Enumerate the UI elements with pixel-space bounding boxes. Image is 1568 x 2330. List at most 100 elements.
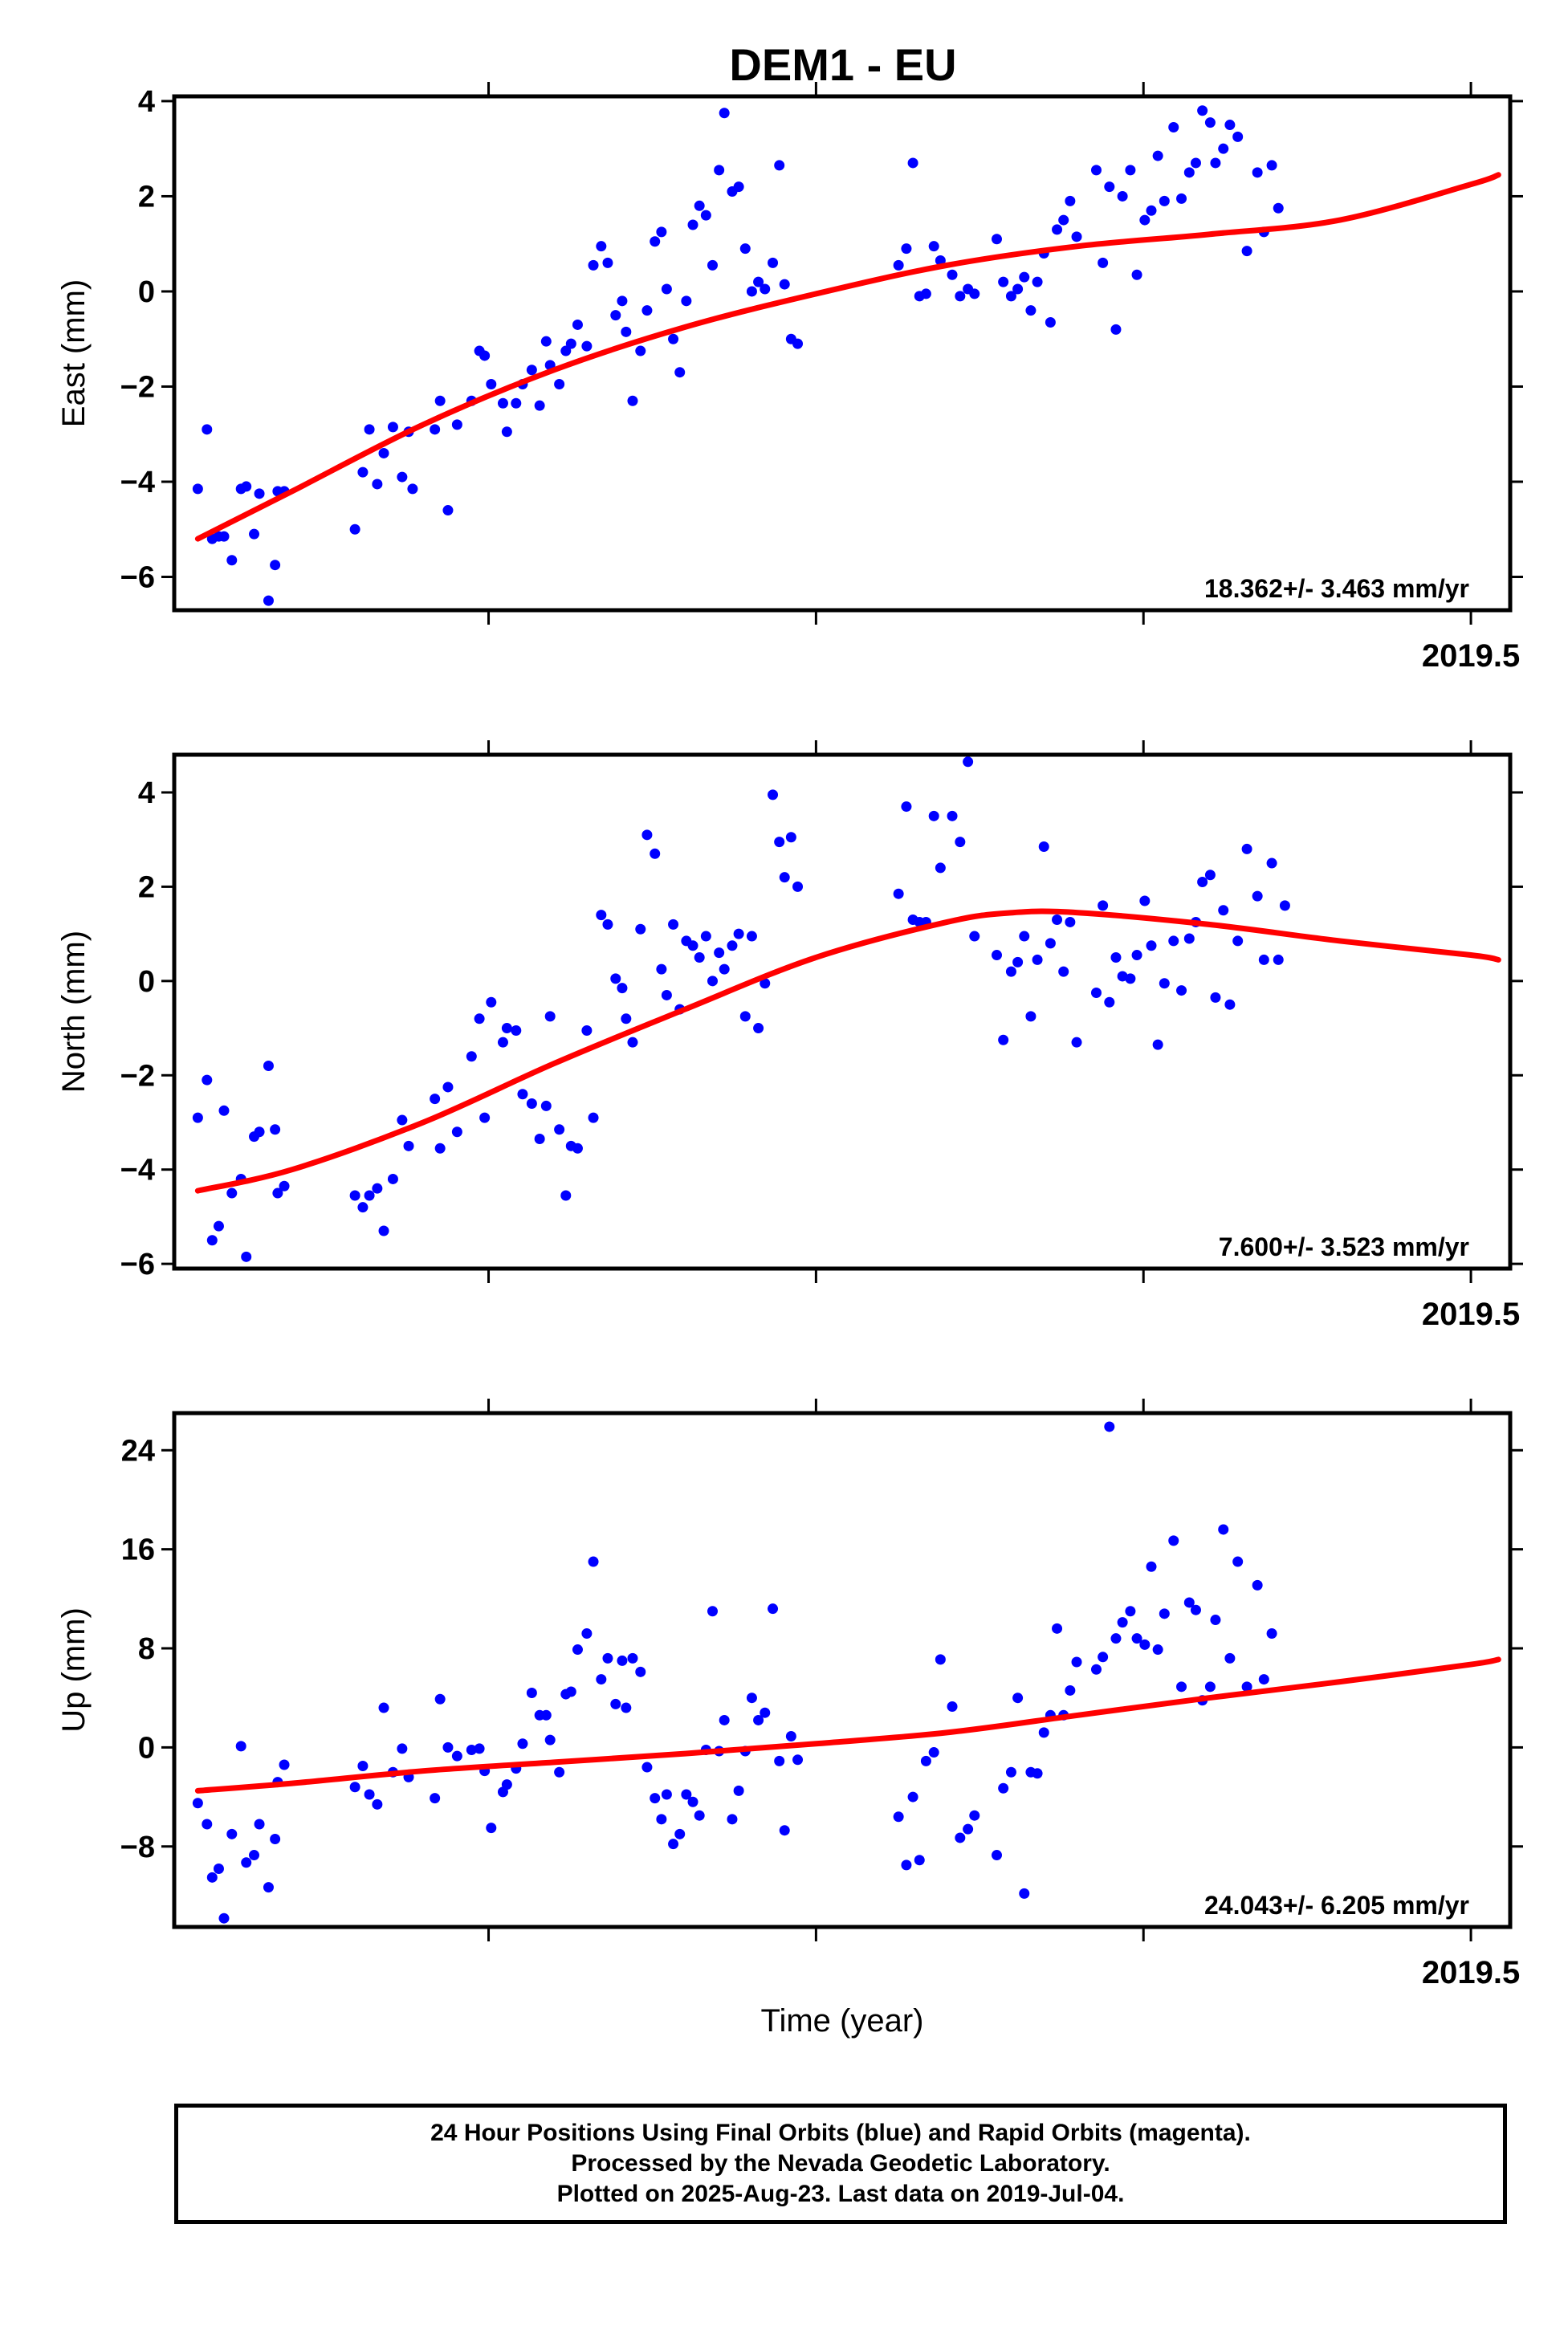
y-axis-label: North (mm) — [56, 931, 92, 1093]
data-point — [241, 1251, 252, 1262]
data-point — [572, 1143, 583, 1154]
data-points-up — [192, 1421, 1277, 1924]
data-point — [641, 305, 653, 316]
data-point — [1131, 1633, 1142, 1644]
data-point — [687, 940, 698, 951]
data-point — [497, 1037, 508, 1048]
data-point — [372, 1798, 383, 1810]
panel-north: 2019.5 −6 −4 −2 0 2 4 North (mm) 7.600+/- 3.523 … — [56, 740, 1523, 1332]
data-point — [1019, 931, 1030, 942]
data-point — [434, 1693, 446, 1705]
data-point — [1210, 157, 1221, 169]
data-point — [466, 1051, 477, 1062]
data-point — [656, 226, 667, 238]
y-tick-label: −6 — [120, 561, 155, 595]
data-point — [1104, 996, 1115, 1008]
data-point — [635, 923, 646, 935]
data-point — [1159, 1608, 1170, 1619]
data-point — [403, 1140, 414, 1151]
data-point — [1110, 1633, 1122, 1644]
data-point — [202, 1074, 213, 1086]
data-point — [617, 1655, 628, 1666]
data-point — [700, 210, 711, 221]
data-point — [650, 236, 661, 247]
data-point — [1176, 985, 1187, 996]
y-tick-label: 4 — [138, 776, 155, 810]
data-point — [1090, 1664, 1102, 1675]
data-point — [1176, 1681, 1187, 1693]
data-point — [1052, 1623, 1063, 1634]
data-point — [1025, 305, 1037, 316]
data-point — [998, 1782, 1009, 1794]
data-point — [1232, 131, 1244, 142]
data-point — [1052, 914, 1063, 926]
data-point — [1197, 105, 1208, 116]
data-point — [554, 1124, 565, 1135]
data-point — [254, 1819, 265, 1830]
data-point — [1065, 916, 1076, 927]
data-point — [1098, 900, 1109, 911]
data-point — [602, 919, 613, 930]
data-point — [694, 200, 705, 211]
data-point — [656, 1814, 667, 1825]
data-point — [1152, 1644, 1163, 1656]
data-point — [785, 832, 796, 843]
plot-frame-north — [172, 752, 1513, 1271]
data-point — [739, 1011, 751, 1022]
data-point — [920, 1755, 931, 1766]
data-point — [1152, 150, 1163, 161]
data-point — [442, 1081, 454, 1093]
y-tick-label: 24 — [121, 1434, 155, 1468]
data-point — [694, 1810, 705, 1821]
data-point — [1273, 202, 1284, 214]
data-point — [760, 978, 771, 989]
data-point — [1152, 1039, 1163, 1050]
data-point — [641, 1762, 653, 1773]
data-point — [955, 1832, 966, 1843]
data-point — [627, 1652, 638, 1664]
data-point — [719, 108, 730, 119]
data-point — [378, 447, 389, 458]
data-point — [1012, 283, 1024, 295]
data-point — [694, 951, 705, 963]
data-point — [617, 983, 628, 994]
data-point — [372, 479, 383, 490]
data-point — [572, 319, 583, 330]
data-point — [635, 345, 646, 356]
data-point — [656, 963, 667, 975]
data-point — [466, 1744, 477, 1755]
data-point — [1071, 231, 1082, 242]
data-point — [544, 1011, 556, 1022]
data-point — [610, 973, 621, 984]
data-point — [581, 1024, 593, 1036]
data-point — [901, 1860, 912, 1871]
data-point — [270, 1834, 281, 1845]
data-point — [621, 1013, 632, 1024]
data-point — [1005, 966, 1016, 977]
data-point — [668, 919, 679, 930]
data-point — [1204, 870, 1216, 881]
data-point — [1131, 269, 1142, 280]
data-point — [540, 336, 552, 347]
y-tick-label: −8 — [120, 1831, 155, 1864]
data-point — [785, 1731, 796, 1742]
data-point — [753, 276, 764, 287]
data-point — [486, 1823, 497, 1834]
y-tick-label: −4 — [120, 1154, 155, 1187]
data-point — [792, 881, 804, 892]
data-point — [1005, 1766, 1016, 1778]
data-point — [1146, 1561, 1157, 1572]
data-point — [1159, 978, 1170, 989]
data-point — [596, 1674, 607, 1685]
y-tick-label: −2 — [120, 1059, 155, 1093]
data-point — [554, 1766, 565, 1778]
data-point — [955, 837, 966, 848]
data-point — [768, 257, 779, 268]
data-point — [1279, 900, 1290, 911]
data-point — [357, 1761, 369, 1772]
data-point — [442, 1741, 454, 1753]
data-point — [650, 848, 661, 859]
data-point — [650, 1793, 661, 1804]
data-point — [192, 1798, 203, 1809]
data-point — [572, 1644, 583, 1656]
